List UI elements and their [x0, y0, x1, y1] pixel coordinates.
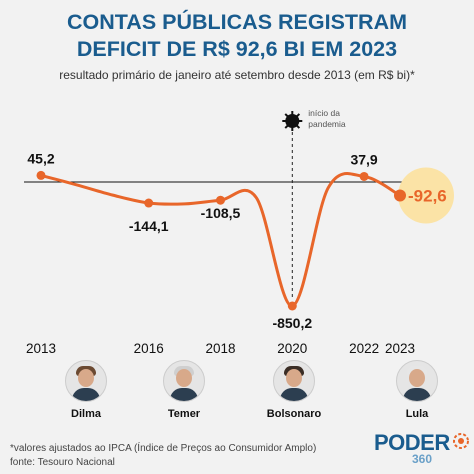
x-tick-label-2013: 2013: [26, 341, 56, 356]
x-tick-label-2023: 2023: [385, 341, 415, 356]
data-label-2018: -108,5: [201, 205, 241, 221]
virus-icon: [282, 111, 303, 131]
avatar-face: [78, 369, 94, 387]
virus-icon-spike: [284, 124, 289, 129]
data-label-2022: 37,9: [350, 151, 377, 167]
president-bolsonaro: Bolsonaro: [254, 360, 334, 420]
x-tick-label-2022: 2022: [349, 341, 379, 356]
logo-sub: 360: [412, 452, 433, 466]
virus-icon-body: [285, 114, 300, 128]
source-note: fonte: Tesouro Nacional: [10, 457, 115, 468]
chart-subtitle: resultado primário de janeiro até setemb…: [59, 68, 415, 82]
data-point-2023: [394, 189, 406, 202]
data-point-2020: [287, 301, 297, 311]
president-name: Lula: [405, 408, 429, 420]
x-tick-label-2020: 2020: [277, 341, 307, 356]
chart-title-line1: CONTAS PÚBLICAS REGISTRAM: [66, 10, 408, 34]
avatar-face: [409, 369, 425, 387]
president-name: Dilma: [71, 408, 101, 420]
logo-word: PODER: [374, 430, 450, 455]
data-label-2020: -850,2: [272, 315, 312, 331]
data-point-2018: [216, 195, 225, 205]
avatar-temer: [163, 360, 205, 402]
avatar-body: [72, 388, 100, 401]
data-label-2016: -144,1: [129, 218, 169, 234]
x-tick-label-2018: 2018: [205, 341, 235, 356]
avatar-dilma: [65, 360, 107, 402]
avatar-body: [280, 388, 308, 401]
annotation-text-line2: pandemia: [308, 119, 346, 129]
avatar-body: [403, 388, 431, 401]
x-tick-label-2016: 2016: [134, 341, 164, 356]
avatar-lula: [396, 360, 438, 402]
avatar-bolsonaro: [273, 360, 315, 402]
chart-title-line2: DEFICIT DE R$ 92,6 BI EM 2023: [76, 37, 398, 61]
annotation-text-line1: início da: [308, 108, 340, 118]
president-temer: Temer: [144, 360, 224, 420]
president-dilma: Dilma: [46, 360, 126, 420]
avatar-face: [176, 369, 192, 387]
data-label-2013: 45,2: [27, 150, 54, 166]
avatar-body: [170, 388, 198, 401]
series-line: [39, 172, 402, 308]
data-point-2022: [359, 171, 369, 181]
virus-icon-spike: [295, 124, 301, 129]
virus-icon-spike: [295, 113, 301, 118]
highlight-circle: [398, 167, 454, 224]
footnote-ipca: *valores ajustados ao IPCA (Índice de Pr…: [10, 443, 317, 454]
data-label-2023: -92,6: [408, 187, 447, 206]
president-lula: Lula: [377, 360, 457, 420]
data-point-2013: [36, 170, 46, 180]
logo-mark-icon: [453, 433, 469, 449]
avatar-face: [286, 369, 302, 387]
president-name: Temer: [167, 408, 201, 420]
president-name: Bolsonaro: [266, 408, 322, 420]
virus-icon-spike: [284, 113, 289, 118]
poder360-logo: PODER 360: [374, 430, 470, 470]
data-point-2016: [144, 198, 154, 208]
